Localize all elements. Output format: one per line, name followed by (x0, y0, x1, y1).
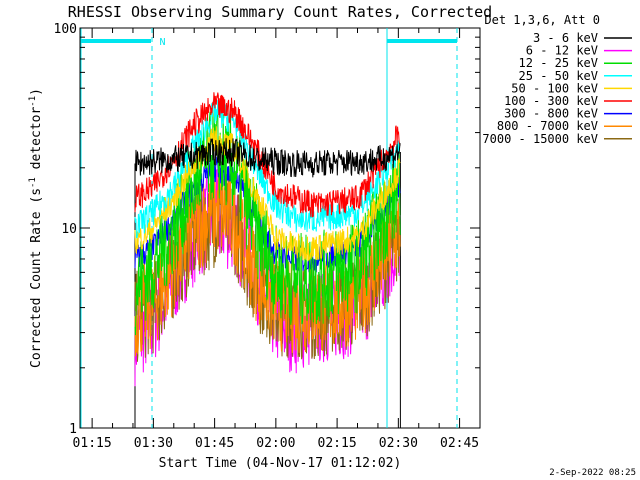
legend-label: 300 - 800 keV (504, 107, 598, 121)
chart-title: RHESSI Observing Summary Count Rates, Co… (68, 3, 492, 21)
legend-label: 25 - 50 keV (519, 69, 598, 83)
x-axis-label: Start Time (04-Nov-17 01:12:02) (159, 456, 402, 471)
y-tick-label: 10 (61, 222, 77, 237)
x-tick-label: 01:15 (73, 436, 112, 451)
legend-label: 7000 - 15000 keV (482, 132, 598, 146)
footer-date: 2-Sep-2022 08:25 (549, 468, 636, 478)
x-tick-label: 02:15 (318, 436, 357, 451)
y-axis-label: Corrected Count Rate (s-1 detector-1) (28, 88, 44, 368)
y-tick-label: 100 (54, 22, 77, 37)
x-tick-label: 02:30 (379, 436, 418, 451)
legend-label: 100 - 300 keV (504, 94, 598, 108)
x-tick-label: 01:45 (195, 436, 234, 451)
x-tick-label: 02:00 (256, 436, 295, 451)
legend-label: 50 - 100 keV (511, 81, 598, 95)
x-tick-label: 02:45 (440, 436, 479, 451)
x-tick-label: 01:30 (134, 436, 173, 451)
series-line-2 (134, 109, 401, 336)
axes-layer: 1 10 100 01:15 01:30 01:45 02:00 02:15 02:30 02:4… (54, 22, 481, 451)
legend-label: 800 - 7000 keV (497, 119, 598, 133)
legend-title: Det 1,3,6, Att 0 (484, 13, 600, 27)
series-line-0 (134, 138, 401, 178)
y-tick-label: 1 (69, 422, 77, 437)
series-line-3 (134, 99, 401, 239)
legend-label: 12 - 25 keV (519, 56, 598, 70)
annotation-label: N (159, 37, 165, 48)
legend-label: 3 - 6 keV (533, 31, 598, 45)
legend-label: 6 - 12 keV (526, 44, 598, 58)
series-layer (134, 92, 401, 387)
